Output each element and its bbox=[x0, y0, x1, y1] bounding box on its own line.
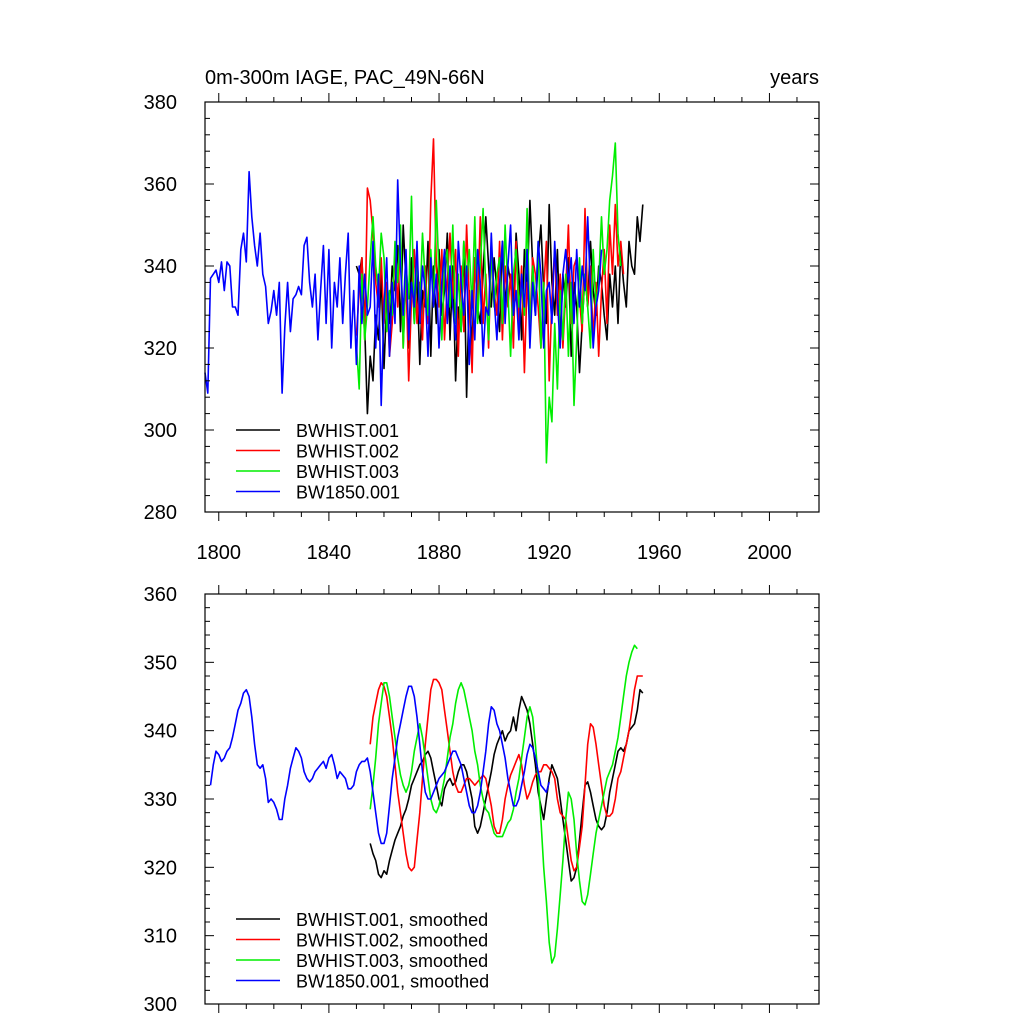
series-line-1-3 bbox=[209, 685, 550, 845]
legend-label-1: BWHIST.002 bbox=[296, 442, 399, 462]
y-tick-label: 280 bbox=[144, 502, 177, 524]
y-tick-label: 340 bbox=[144, 721, 177, 743]
series-line-0-2 bbox=[355, 142, 622, 464]
y-tick-label: 300 bbox=[144, 420, 177, 442]
y-tick-label: 360 bbox=[144, 584, 177, 606]
x-tick-label: 2000 bbox=[747, 542, 792, 564]
x-tick-label: 1920 bbox=[527, 542, 572, 564]
y-tick-label: 380 bbox=[144, 92, 177, 114]
y-tick-label: 310 bbox=[144, 926, 177, 948]
y-tick-label: 360 bbox=[144, 174, 177, 196]
top-title-left: 0m-300m IAGE, PAC_49N-66N bbox=[205, 67, 485, 89]
legend-label-0: BWHIST.001 bbox=[296, 421, 399, 441]
x-tick-label: 1800 bbox=[197, 542, 242, 564]
series-line-1-2 bbox=[369, 644, 638, 964]
plot-frame bbox=[204, 101, 820, 513]
y-tick-label: 330 bbox=[144, 789, 177, 811]
top-panel-iage-raw: 0m-300m IAGE, PAC_49N-66N years 1800 1840… bbox=[144, 67, 820, 564]
legend-label-1: BWHIST.002, smoothed bbox=[296, 931, 488, 951]
y-tick-label: 340 bbox=[144, 256, 177, 278]
x-tick-label: 1880 bbox=[417, 542, 462, 564]
y-tick-label: 320 bbox=[144, 857, 177, 879]
legend-label-0: BWHIST.001, smoothed bbox=[296, 910, 488, 930]
series-line-1-1 bbox=[369, 675, 643, 872]
bottom-panel-iage-smoothed: 300 310 320 330 340 350 360 BWHIST.001, smooth… bbox=[144, 584, 820, 1016]
x-tick-label: 1840 bbox=[307, 542, 352, 564]
series-line-0-3 bbox=[204, 170, 603, 407]
legend-label-2: BWHIST.003 bbox=[296, 462, 399, 482]
top-title-right: years bbox=[770, 67, 819, 89]
legend-label-2: BWHIST.003, smoothed bbox=[296, 951, 488, 971]
y-tick-label: 300 bbox=[144, 994, 177, 1016]
y-tick-label: 320 bbox=[144, 338, 177, 360]
legend-label-3: BW1850.001, smoothed bbox=[296, 972, 489, 992]
y-tick-label: 350 bbox=[144, 652, 177, 674]
x-tick-label: 1960 bbox=[637, 542, 682, 564]
legend-label-3: BW1850.001 bbox=[296, 483, 400, 503]
